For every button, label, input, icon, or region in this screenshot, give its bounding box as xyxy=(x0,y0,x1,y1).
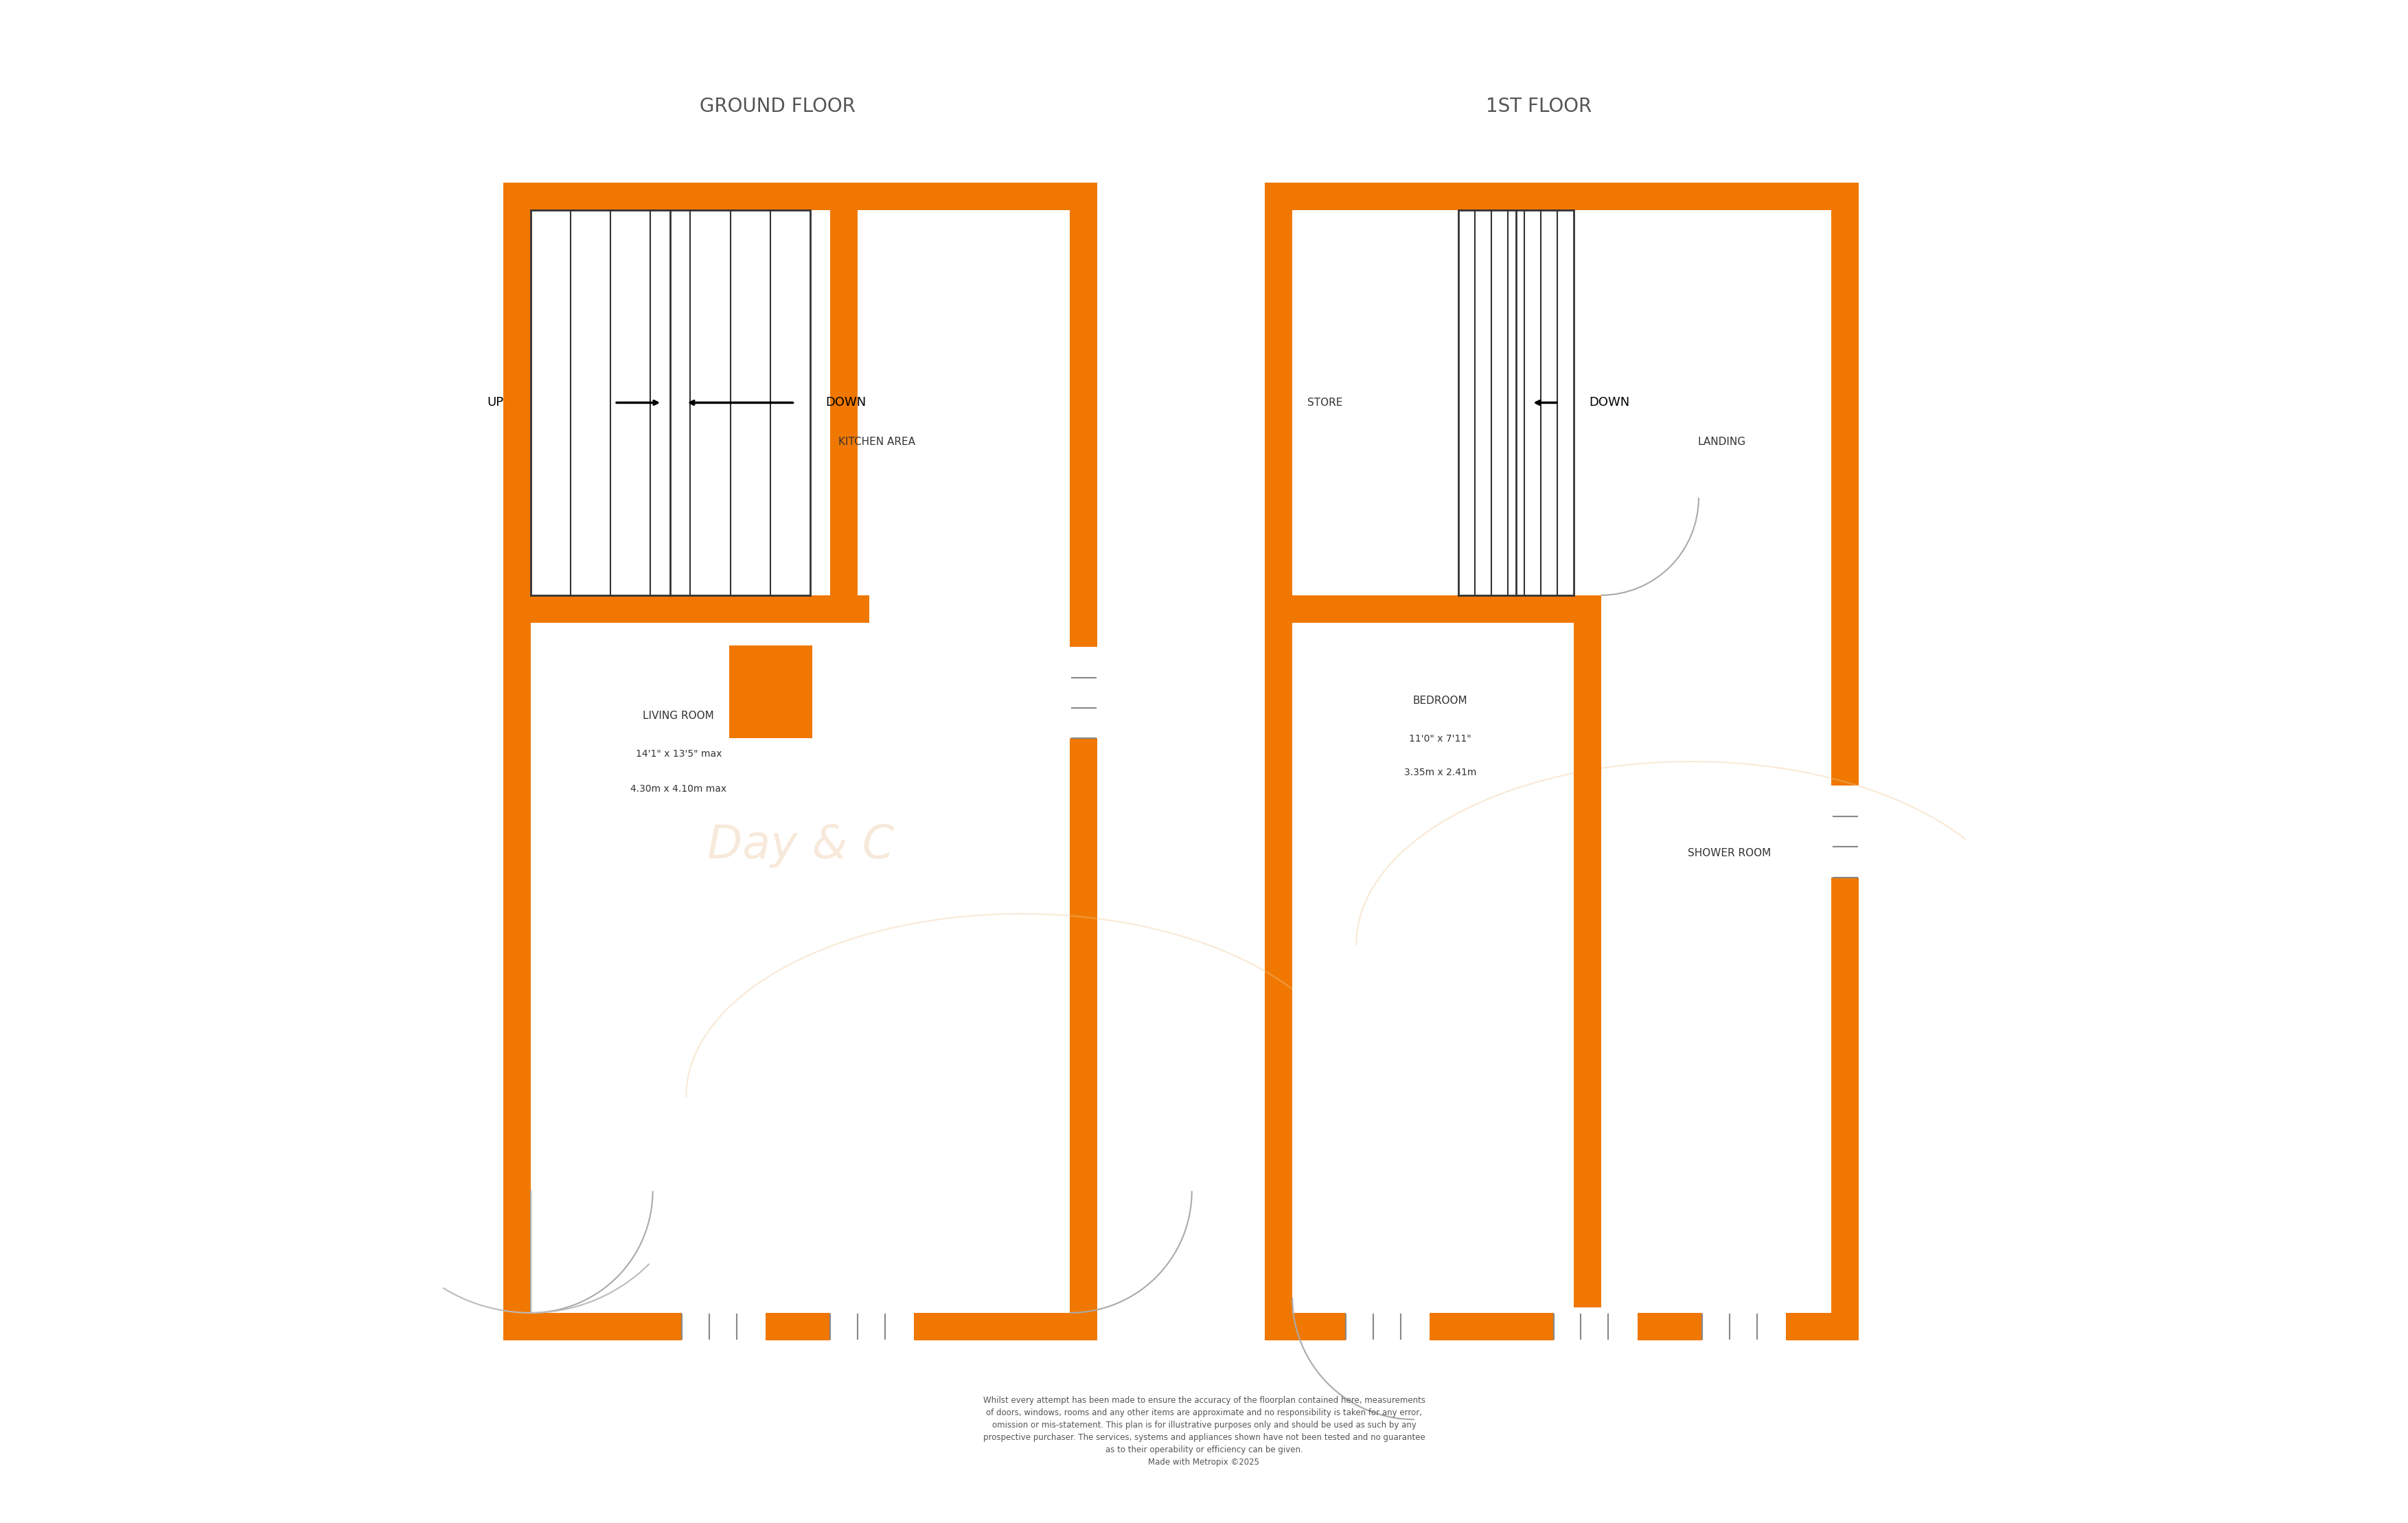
Text: 14'1" x 13'5" max: 14'1" x 13'5" max xyxy=(636,749,722,758)
Bar xyxy=(1553,1307,1637,1340)
Bar xyxy=(1702,1307,1787,1340)
Bar xyxy=(1264,183,1859,1340)
Text: Whilst every attempt has been made to ensure the accuracy of the floorplan conta: Whilst every attempt has been made to en… xyxy=(982,1397,1426,1467)
Text: UP: UP xyxy=(486,396,503,408)
Bar xyxy=(1064,647,1098,739)
Bar xyxy=(1293,595,1601,623)
Text: SHOWER ROOM: SHOWER ROOM xyxy=(1688,848,1770,857)
Text: LIVING ROOM: LIVING ROOM xyxy=(643,711,715,720)
Text: DOWN: DOWN xyxy=(826,396,867,408)
Text: KITCHEN AREA: KITCHEN AREA xyxy=(838,437,915,446)
Text: LANDING: LANDING xyxy=(1698,437,1746,446)
Text: 3.35m x 2.41m: 3.35m x 2.41m xyxy=(1404,768,1476,777)
Bar xyxy=(530,210,809,595)
Text: 11'0" x 7'11": 11'0" x 7'11" xyxy=(1409,734,1471,743)
Bar xyxy=(530,210,1069,1313)
Text: 1ST FLOOR: 1ST FLOOR xyxy=(1486,97,1592,116)
Bar xyxy=(1293,210,1832,1313)
Bar xyxy=(831,210,857,623)
Bar xyxy=(1575,595,1601,1313)
Bar xyxy=(681,1307,766,1340)
Text: Day & C: Day & C xyxy=(708,822,893,868)
Bar xyxy=(503,183,1098,1340)
Bar xyxy=(1459,210,1575,595)
Text: GROUND FLOOR: GROUND FLOOR xyxy=(701,97,855,116)
Text: BEDROOM: BEDROOM xyxy=(1413,696,1466,705)
Bar xyxy=(1346,1307,1430,1340)
Text: 4.30m x 4.10m max: 4.30m x 4.10m max xyxy=(631,784,727,793)
Text: DOWN: DOWN xyxy=(1589,396,1630,408)
Bar xyxy=(1825,786,1859,877)
Bar xyxy=(530,595,869,623)
Text: STORE: STORE xyxy=(1308,398,1344,408)
Bar xyxy=(730,646,811,739)
Bar xyxy=(831,1307,915,1340)
